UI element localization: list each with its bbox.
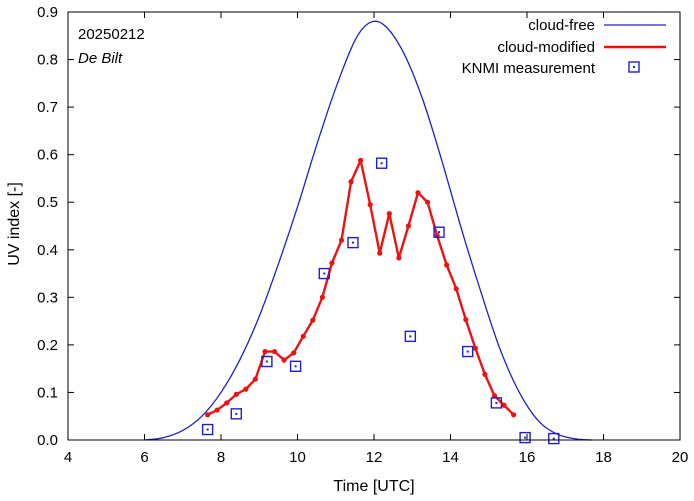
- point-cloud-modified: [377, 250, 383, 256]
- y-tick-label: 0.8: [37, 52, 58, 69]
- point-cloud-modified: [367, 202, 373, 208]
- legend-swatch-knmi-measurement: [628, 61, 640, 73]
- point-cloud-modified: [271, 348, 278, 355]
- x-tick-label: 14: [442, 449, 459, 466]
- x-tick-label: 18: [595, 449, 612, 466]
- point-knmi-measurement: [519, 431, 531, 444]
- x-axis-title: Time [UTC]: [333, 478, 414, 495]
- point-knmi-measurement: [347, 236, 359, 249]
- point-knmi-measurement: [261, 355, 273, 368]
- y-tick-label: 0.5: [37, 194, 58, 211]
- point-cloud-modified: [281, 357, 287, 363]
- point-cloud-modified: [444, 262, 450, 268]
- x-tick-label: 4: [64, 449, 72, 466]
- point-dot-knmi-measurement: [438, 231, 441, 234]
- point-dot-knmi-measurement: [206, 428, 209, 431]
- point-cloud-modified: [482, 371, 488, 377]
- point-dot-knmi-measurement: [380, 162, 383, 165]
- point-dot-knmi-measurement: [495, 401, 498, 404]
- y-tick-label: 0.7: [37, 99, 58, 116]
- y-tick-label: 0.4: [37, 242, 58, 259]
- y-tick-label: 0.6: [37, 147, 58, 164]
- point-dot-knmi-measurement: [466, 350, 469, 353]
- point-knmi-measurement: [201, 423, 214, 436]
- x-tick-label: 6: [140, 449, 148, 466]
- point-cloud-modified: [243, 386, 249, 392]
- point-knmi-measurement: [230, 408, 243, 420]
- point-cloud-modified: [511, 412, 517, 418]
- y-tick-label: 0.3: [37, 289, 58, 306]
- point-cloud-modified: [453, 286, 459, 292]
- point-dot-knmi-measurement: [294, 365, 297, 368]
- point-cloud-modified: [300, 333, 306, 339]
- point-cloud-modified: [396, 255, 402, 261]
- legend-swatch-knmi-measurement-dot: [633, 66, 635, 68]
- point-cloud-modified: [405, 223, 412, 229]
- x-tick-label: 16: [519, 449, 536, 466]
- point-dot-knmi-measurement: [552, 437, 555, 440]
- point-dot-knmi-measurement: [323, 272, 326, 275]
- x-tick-label: 20: [672, 449, 689, 466]
- point-dot-knmi-measurement: [265, 360, 268, 363]
- point-cloud-modified: [386, 211, 392, 217]
- point-cloud-modified: [233, 391, 239, 397]
- point-dot-knmi-measurement: [524, 436, 527, 439]
- series-line-cloud-free: [144, 20, 593, 441]
- x-tick-label: 8: [217, 449, 225, 466]
- point-cloud-modified: [501, 402, 507, 408]
- x-tick-label: 12: [366, 449, 383, 466]
- point-cloud-modified: [310, 317, 316, 323]
- y-tick-label: 0.0: [37, 432, 58, 449]
- legend-label-cloud-modified: cloud-modified: [497, 39, 595, 56]
- point-cloud-modified: [224, 400, 230, 406]
- point-cloud-modified: [329, 260, 335, 266]
- point-cloud-modified: [424, 199, 431, 205]
- legend-label-cloud-free: cloud-free: [528, 17, 595, 34]
- point-cloud-modified: [252, 376, 259, 382]
- point-knmi-measurement: [490, 397, 503, 409]
- point-knmi-measurement: [404, 330, 417, 343]
- series-line-cloud-modified: [207, 159, 515, 416]
- y-axis-title: UV index [-]: [6, 182, 23, 266]
- point-cloud-modified: [358, 157, 364, 163]
- point-cloud-modified: [491, 393, 498, 399]
- point-knmi-measurement: [375, 157, 388, 169]
- point-knmi-measurement: [289, 360, 302, 372]
- point-cloud-modified: [348, 179, 354, 185]
- point-cloud-modified: [319, 294, 325, 300]
- point-cloud-modified: [472, 345, 478, 351]
- point-cloud-modified: [463, 317, 469, 323]
- location-annotation: De Bilt: [78, 50, 123, 67]
- point-cloud-modified: [262, 348, 268, 355]
- date-annotation: 20250212: [78, 26, 145, 43]
- y-tick-label: 0.9: [37, 4, 58, 21]
- point-dot-knmi-measurement: [235, 412, 238, 415]
- x-tick-label: 10: [289, 449, 306, 466]
- y-tick-label: 0.2: [37, 337, 58, 354]
- legend: cloud-free cloud-modified KNMI measureme…: [462, 17, 666, 77]
- y-tick-label: 0.1: [37, 384, 58, 401]
- point-dot-knmi-measurement: [351, 241, 354, 244]
- point-knmi-measurement: [462, 345, 474, 358]
- point-dot-knmi-measurement: [409, 335, 412, 338]
- point-knmi-measurement: [433, 226, 445, 238]
- point-cloud-modified: [214, 407, 220, 413]
- point-cloud-modified: [291, 350, 297, 356]
- point-cloud-modified: [338, 237, 345, 243]
- point-knmi-measurement: [548, 432, 560, 445]
- point-knmi-measurement: [318, 267, 330, 280]
- point-cloud-modified: [415, 190, 421, 196]
- legend-label-knmi-measurement: KNMI measurement: [462, 60, 596, 77]
- point-cloud-modified: [205, 412, 211, 418]
